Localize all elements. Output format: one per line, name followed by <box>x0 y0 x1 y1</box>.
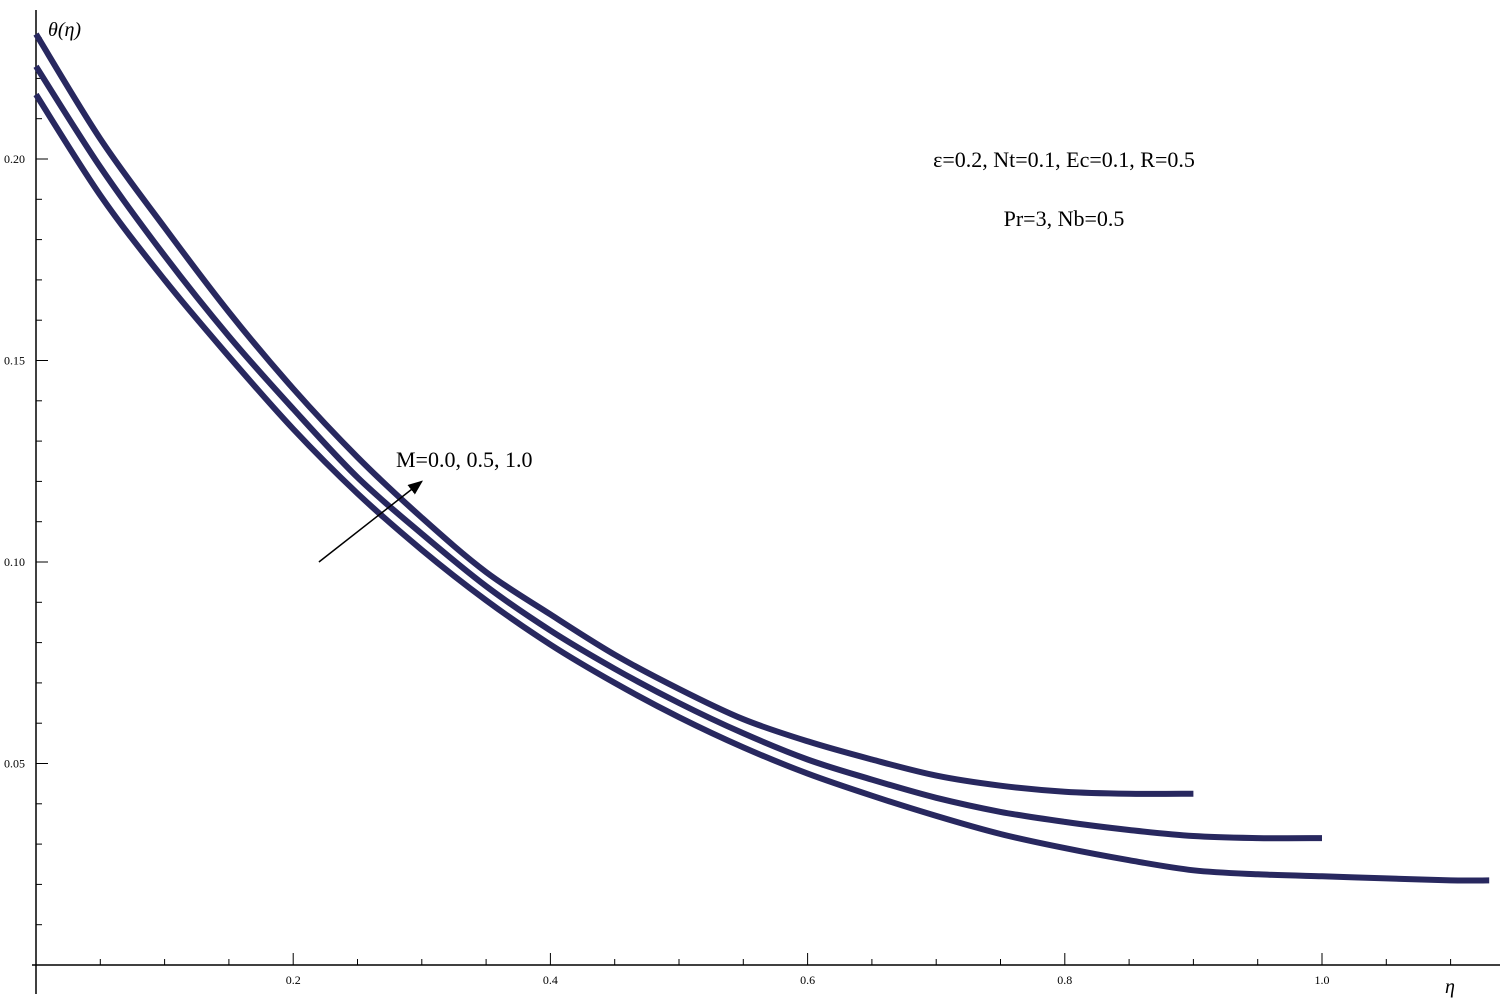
x-tick-label: 0.4 <box>543 973 558 987</box>
m-direction-arrow <box>318 480 423 563</box>
y-tick-label: 0.20 <box>4 152 25 166</box>
series-line-1 <box>33 32 1194 797</box>
x-tick-label: 0.2 <box>286 973 301 987</box>
x-tick-label: 1.0 <box>1315 973 1330 987</box>
y-axis-title: θ(η) <box>48 19 81 41</box>
axes <box>32 10 1500 994</box>
series-line-2 <box>33 64 1323 842</box>
y-tick-label: 0.15 <box>4 354 25 368</box>
x-tick-label: 0.6 <box>800 973 815 987</box>
params-annotation-line2: Pr=3, Nb=0.5 <box>1004 206 1125 231</box>
params-annotation-line1: ε=0.2, Nt=0.1, Ec=0.1, R=0.5 <box>933 147 1195 172</box>
y-tick-label: 0.05 <box>4 757 25 771</box>
x-tick-label: 0.8 <box>1057 973 1072 987</box>
ticks: 0.2 0.4 0.6 0.8 1.0 0.05 0.10 0.15 0.20 <box>4 37 1452 987</box>
series-line-3 <box>33 92 1490 884</box>
curves <box>33 32 1490 884</box>
y-tick-label: 0.10 <box>4 555 25 569</box>
m-annotation: M=0.0, 0.5, 1.0 <box>396 447 532 472</box>
x-axis-title: η <box>1445 976 1455 998</box>
